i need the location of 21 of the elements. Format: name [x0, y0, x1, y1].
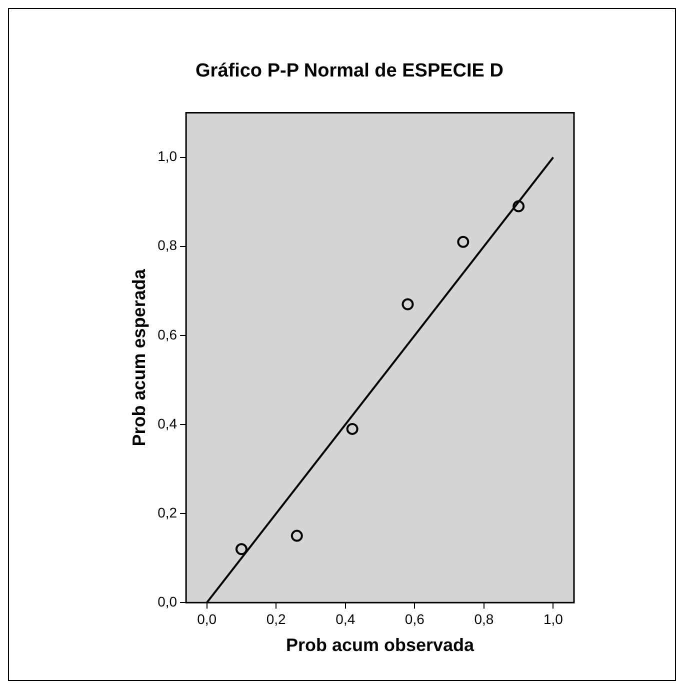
point — [290, 530, 303, 542]
x-axis-title: Prob acum observada — [286, 635, 476, 656]
point — [457, 236, 470, 248]
y-tick-label: 0,6 — [158, 326, 178, 342]
point — [235, 543, 248, 556]
x-tick-label: 0,6 — [404, 610, 425, 627]
y-tick-label: 0,8 — [158, 237, 178, 254]
y-axis-title: Prob acum esperada — [128, 268, 149, 446]
y-tick-label: 0,2 — [158, 504, 178, 520]
y-tick-label: 1,0 — [158, 148, 178, 164]
x-tick-label: 0,0 — [197, 610, 217, 627]
y-tick-label: 0,0 — [158, 593, 178, 610]
y-tick-label: 0,4 — [158, 415, 178, 432]
point — [512, 200, 525, 212]
x-tick-label: 0,2 — [266, 610, 286, 627]
point — [346, 422, 358, 435]
x-tick-label: 0,4 — [336, 610, 356, 627]
point — [402, 298, 414, 310]
x-tick-label: 1,0 — [543, 610, 564, 627]
chart-title: Gráfico P-P Normal de ESPECIE D — [196, 60, 504, 82]
x-tick-label: 0,8 — [474, 610, 494, 627]
